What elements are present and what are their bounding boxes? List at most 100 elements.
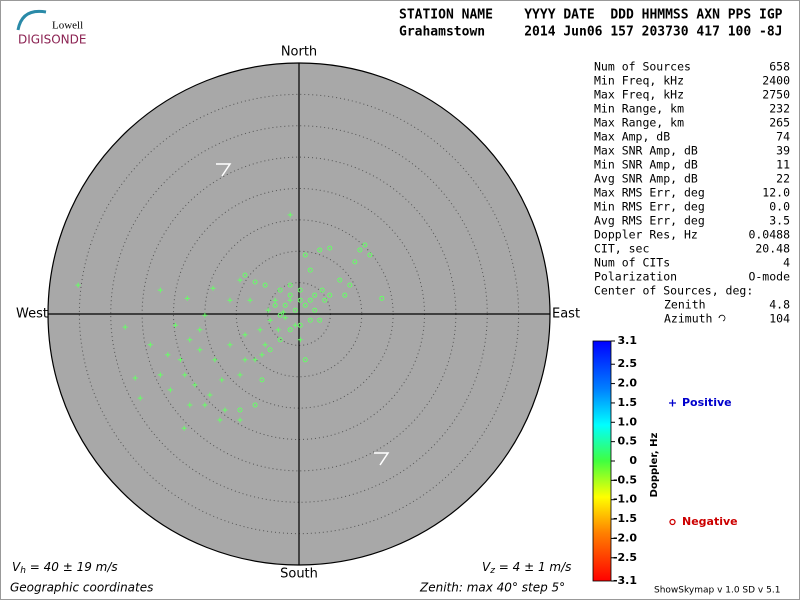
source-plus — [252, 357, 258, 363]
stat-value: 74 — [776, 130, 790, 144]
source-plus — [237, 372, 243, 378]
colorbar-tick-label: 2.5 — [618, 357, 638, 370]
source-circle — [342, 292, 348, 298]
legend-plus — [669, 399, 676, 407]
stat-value: 39 — [776, 144, 790, 158]
source-plus — [187, 337, 193, 343]
source-plus — [137, 395, 143, 401]
center-label: Zenith — [664, 298, 706, 312]
stat-value: 0.0488 — [748, 228, 790, 242]
source-circle — [312, 292, 318, 298]
ref-marker — [216, 163, 232, 177]
source-circle — [319, 287, 325, 293]
source-plus — [280, 309, 286, 315]
legend-label: Positive — [682, 396, 732, 409]
center-label: Azimuth — [664, 312, 712, 326]
source-circle — [302, 357, 308, 363]
colorbar-tick-label: -3.1 — [613, 574, 637, 587]
source-circle — [302, 302, 308, 308]
source-plus — [75, 282, 81, 288]
legend-circle — [669, 518, 676, 526]
source-plus — [259, 352, 265, 358]
source-plus — [181, 425, 187, 431]
stat-value: 232 — [769, 102, 790, 116]
source-plus — [227, 297, 233, 303]
colorbar-tick-label: -0.5 — [613, 473, 637, 486]
source-circle — [259, 377, 265, 383]
source-plus — [187, 402, 193, 408]
source-plus — [242, 332, 248, 338]
stat-label: Min Freq, kHz — [594, 74, 684, 88]
source-plus — [222, 407, 228, 413]
source-circle — [297, 322, 303, 328]
source-circle — [307, 297, 313, 303]
source-circle — [317, 247, 323, 253]
center-title: Center of Sources, deg: — [594, 284, 753, 298]
source-circle — [297, 287, 303, 293]
source-circle — [327, 245, 333, 251]
stat-label: Max Range, km — [594, 116, 684, 130]
legend-label: Negative — [682, 515, 738, 528]
stat-label: Num of Sources — [594, 60, 691, 74]
vh-note: Vh = 40 ± 19 m/s — [12, 560, 118, 576]
source-circle — [352, 259, 358, 265]
vh-text: = 40 ± 19 m/s — [26, 560, 118, 574]
source-plus — [182, 372, 188, 378]
source-plus — [237, 417, 243, 423]
source-circle — [282, 302, 288, 308]
source-plus — [210, 285, 216, 291]
source-plus — [237, 277, 243, 283]
source-circle — [297, 297, 303, 303]
source-plus — [157, 372, 163, 378]
coords-note: Geographic coordinates — [10, 581, 153, 595]
colorbar-tick-label: 1.5 — [618, 396, 638, 409]
colorbar-tick-label: 0 — [629, 454, 637, 467]
source-plus — [257, 327, 263, 333]
version: ShowSkymap v 1.0 SD v 5.1 — [654, 586, 780, 596]
stat-label: Polarization — [594, 270, 677, 284]
source-circle — [277, 312, 283, 318]
source-plus — [122, 324, 128, 330]
source-circle — [317, 317, 323, 323]
source-plus — [282, 315, 288, 321]
colorbar-tick-label: 3.1 — [618, 334, 638, 347]
logo-swoosh — [16, 9, 47, 31]
source-circle — [292, 307, 298, 313]
source-circle — [252, 279, 258, 285]
stat-value: 4 — [783, 256, 790, 270]
source-circle — [242, 272, 248, 278]
source-plus — [172, 322, 178, 328]
vz-text: = 4 ± 1 m/s — [495, 560, 571, 574]
vz-symbol: V — [482, 560, 491, 574]
vz-note: Vz = 4 ± 1 m/s — [482, 560, 571, 576]
source-plus — [217, 417, 223, 423]
source-circle — [327, 292, 333, 298]
source-plus — [192, 382, 198, 388]
source-plus — [287, 212, 293, 218]
stat-label: Max SNR Amp, dB — [594, 144, 698, 158]
stat-label: Num of CITs — [594, 256, 670, 270]
source-circle — [272, 302, 278, 308]
source-circle — [367, 252, 373, 258]
source-circle — [277, 337, 283, 343]
west-label: West — [16, 307, 48, 322]
source-plus — [132, 375, 138, 381]
stat-label: Avg RMS Err, deg — [594, 214, 705, 228]
colorbar-tick-label: 0.5 — [618, 435, 638, 448]
header-labels: STATION NAME YYYY DATE DDD HHMMSS AXN PP… — [399, 8, 783, 23]
source-plus — [212, 357, 218, 363]
stat-label: CIT, sec — [594, 242, 649, 256]
center-value: 4.8 — [769, 298, 790, 312]
stat-value: 3.5 — [769, 214, 790, 228]
source-circle — [307, 317, 313, 323]
source-plus — [227, 342, 233, 348]
source-plus — [157, 287, 163, 293]
source-plus — [247, 297, 253, 303]
source-circle — [379, 295, 385, 301]
south-label: South — [280, 567, 318, 582]
source-plus — [177, 357, 183, 363]
colorbar-tick-label: -1.0 — [613, 493, 637, 506]
source-circle — [347, 282, 353, 288]
logo-bottom: DIGISONDE — [18, 33, 86, 47]
source-circle — [262, 282, 268, 288]
